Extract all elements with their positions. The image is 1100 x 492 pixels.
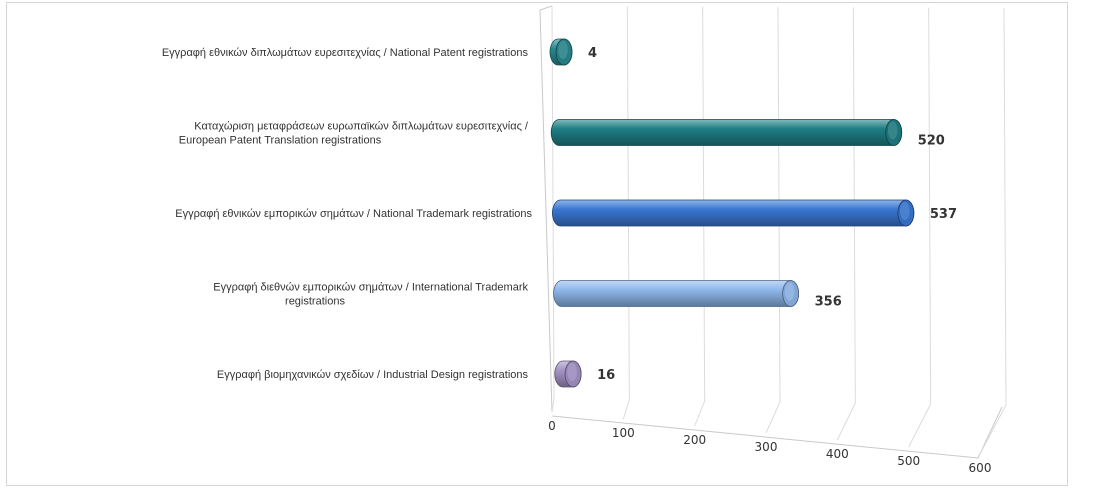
- chart-frame: [6, 2, 1068, 486]
- category-label: registrations: [285, 296, 345, 308]
- gridline: [928, 7, 932, 405]
- x-tick-label: 0: [548, 419, 556, 433]
- bar-body: [552, 199, 915, 227]
- bar: [552, 199, 915, 227]
- bar-cap-highlight: [558, 40, 568, 60]
- x-tick-label: 300: [755, 440, 778, 454]
- category-label: Εγγραφή εθνικών εμπορικών σημάτων / Nati…: [175, 208, 532, 220]
- bar-cap-highlight: [887, 121, 898, 140]
- gridline-floor: [908, 403, 932, 448]
- left-wall-edge: [539, 5, 553, 413]
- gridline-floor: [979, 404, 1007, 455]
- data-label: 537: [930, 207, 957, 222]
- data-label: 16: [597, 368, 615, 383]
- category-labels: Εγγραφή εθνικών διπλωμάτων ευρεσιτεχνίας…: [162, 47, 533, 381]
- category-label: Καταχώριση μεταφράσεων ευρωπαϊκών διπλωμ…: [194, 121, 529, 133]
- x-tick-label: 600: [969, 461, 992, 475]
- data-labels: 4 520 537 356 16: [588, 46, 957, 383]
- category-label: European Patent Translation registration…: [179, 135, 382, 147]
- bar: [554, 360, 582, 388]
- category-label: Εγγραφή βιομηχανικών σχεδίων / Industria…: [217, 369, 529, 381]
- x-axis-ticks: 0 100 200 300 400 500 600: [548, 419, 991, 475]
- category-label: Εγγραφή εθνικών διπλωμάτων ευρεσιτεχνίας…: [162, 47, 529, 59]
- x-tick-label: 100: [612, 426, 635, 440]
- bar-body: [550, 119, 903, 146]
- gridline: [1003, 7, 1007, 406]
- gridline-floor: [836, 402, 856, 441]
- gridline-floor: [694, 400, 706, 427]
- gridline-floor: [551, 398, 555, 413]
- bar: [550, 119, 903, 146]
- x-tick-label: 400: [826, 447, 849, 461]
- x-tick-label: 200: [683, 433, 706, 447]
- gridline-floor: [765, 401, 781, 434]
- data-label: 4: [588, 46, 597, 61]
- bar: [549, 38, 573, 66]
- gridline-floor: [622, 399, 630, 420]
- data-label: 356: [815, 295, 842, 310]
- bar-cap-highlight: [567, 362, 577, 382]
- chart-back-wall: [539, 5, 1003, 459]
- bar-body: [553, 280, 800, 307]
- bar: [553, 280, 800, 307]
- gridlines: [551, 5, 1007, 455]
- x-tick-label: 500: [897, 454, 920, 468]
- category-label: Εγγραφή διεθνών εμπορικών σημάτων / Inte…: [213, 282, 528, 294]
- floor-edge: [551, 406, 1003, 459]
- bar-cap-highlight: [784, 282, 795, 301]
- data-label: 520: [918, 134, 945, 149]
- bars: [549, 38, 915, 388]
- gridline: [551, 5, 555, 400]
- bar-cap-highlight: [900, 201, 910, 221]
